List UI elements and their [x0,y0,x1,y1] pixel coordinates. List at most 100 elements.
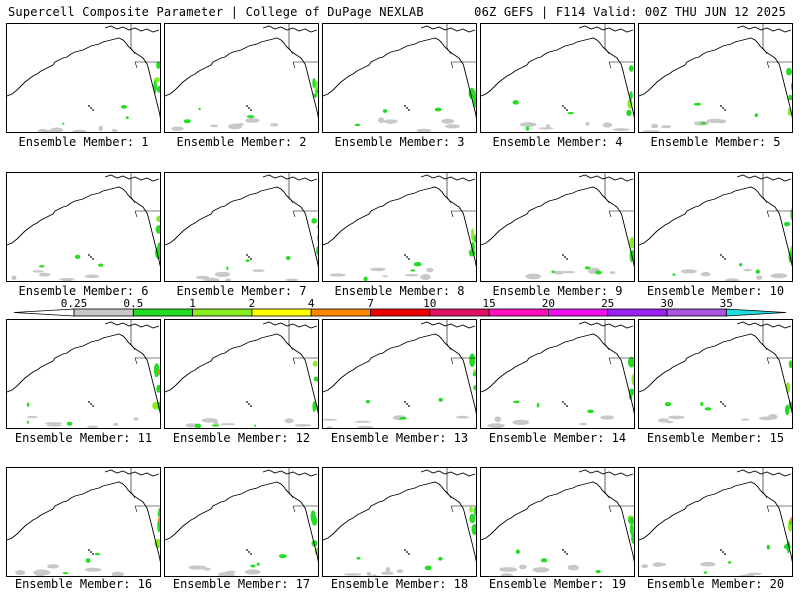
scp-patch [629,237,634,249]
scp-low-patch [396,569,404,574]
scp-patch [536,402,540,408]
island [408,109,410,111]
scale-tick-label: 0.25 [61,297,88,310]
scp-patch [316,224,318,229]
color-scale: 0.25 0.5 1 2 4 7 10 15 20 25 30 35 [13,297,787,317]
scp-low-patch [201,418,219,423]
island [566,109,568,111]
political-border [130,24,160,69]
map-svg [165,468,318,576]
scp-low-patch [245,118,260,123]
scp-patch [473,234,476,243]
scp-patch [245,259,250,262]
scp-patch [469,513,476,524]
scp-patch [512,100,519,105]
scp-patch [413,262,422,267]
map-svg [7,173,160,281]
scp-low-patch [252,269,265,272]
scp-high-patch [158,517,160,523]
coastline [736,321,792,329]
scp-patch [62,572,69,575]
ensemble-map-20 [638,467,793,577]
island [406,403,408,405]
island [250,405,252,407]
scp-low-patch [444,124,461,129]
coastline [165,481,318,563]
scp-patch [471,524,476,535]
scp-low-patch [385,567,391,572]
island [406,551,408,553]
coastline [323,37,476,119]
scale-bin [488,308,549,317]
scale-tick-label: 35 [720,297,733,310]
island [564,256,566,258]
island [722,107,724,109]
scp-patch [62,122,65,125]
island [250,109,252,111]
map-svg [639,320,792,424]
scp-patch [256,562,260,566]
scp-low-patch [284,418,294,424]
political-border [762,320,792,365]
scp-patch [584,266,591,270]
scp-patch [198,107,201,110]
scp-low-patch [700,561,716,567]
scp-patch [631,532,634,545]
coastline [578,469,634,477]
scp-patch [790,208,792,221]
island [562,401,564,403]
ensemble-member-label: Ensemble Member: 1 [18,135,149,149]
scp-low-patch [195,275,210,280]
scp-patch [540,558,548,563]
scp-low-patch [225,278,232,281]
political-border [762,173,792,218]
scp-patch [469,353,476,367]
scale-bin [548,308,609,317]
scp-low-patch [612,128,630,132]
scp-low-patch [133,417,139,421]
scp-low-patch [770,273,788,279]
political-border [604,320,634,365]
scp-low-patch [487,423,505,428]
ensemble-member-label: Ensemble Member: 20 [646,577,785,591]
island [90,403,92,405]
scale-tick-label: 1 [189,297,196,310]
map-svg [7,320,160,428]
scp-low-patch [84,274,100,279]
coastline [7,37,160,119]
scp-low-patch [579,422,587,426]
island [250,258,252,260]
scp-patch [250,564,256,568]
scp-low-patch [755,275,763,280]
map-svg [165,173,318,281]
scp-low-patch [651,123,659,129]
scp-low-patch [46,424,63,427]
island [404,549,406,551]
ensemble-map-18 [322,467,477,577]
scp-low-patch [370,267,386,272]
scp-patch [158,507,160,517]
ensemble-map-7 [164,172,319,282]
scp-low-patch [44,422,63,425]
coastline [7,481,160,563]
scp-low-patch [11,275,17,281]
scp-high-patch [158,369,160,375]
coastline [104,25,160,33]
scp-low-patch [642,130,660,132]
coastline [420,25,476,33]
island [246,254,248,256]
scp-low-patch [560,270,576,274]
scp-patch [629,91,633,100]
scale-bin [192,308,253,317]
island [408,258,410,260]
scp-low-patch [87,425,99,428]
island [406,107,408,109]
coastline [481,186,634,268]
scp-patch [786,540,790,554]
scale-tick-label: 15 [482,297,495,310]
ensemble-member-label: Ensemble Member: 13 [330,431,469,445]
scp-patch [26,420,29,424]
scale-tick-label: 0.5 [123,297,143,310]
scp-patch [94,552,101,556]
island [566,405,568,407]
